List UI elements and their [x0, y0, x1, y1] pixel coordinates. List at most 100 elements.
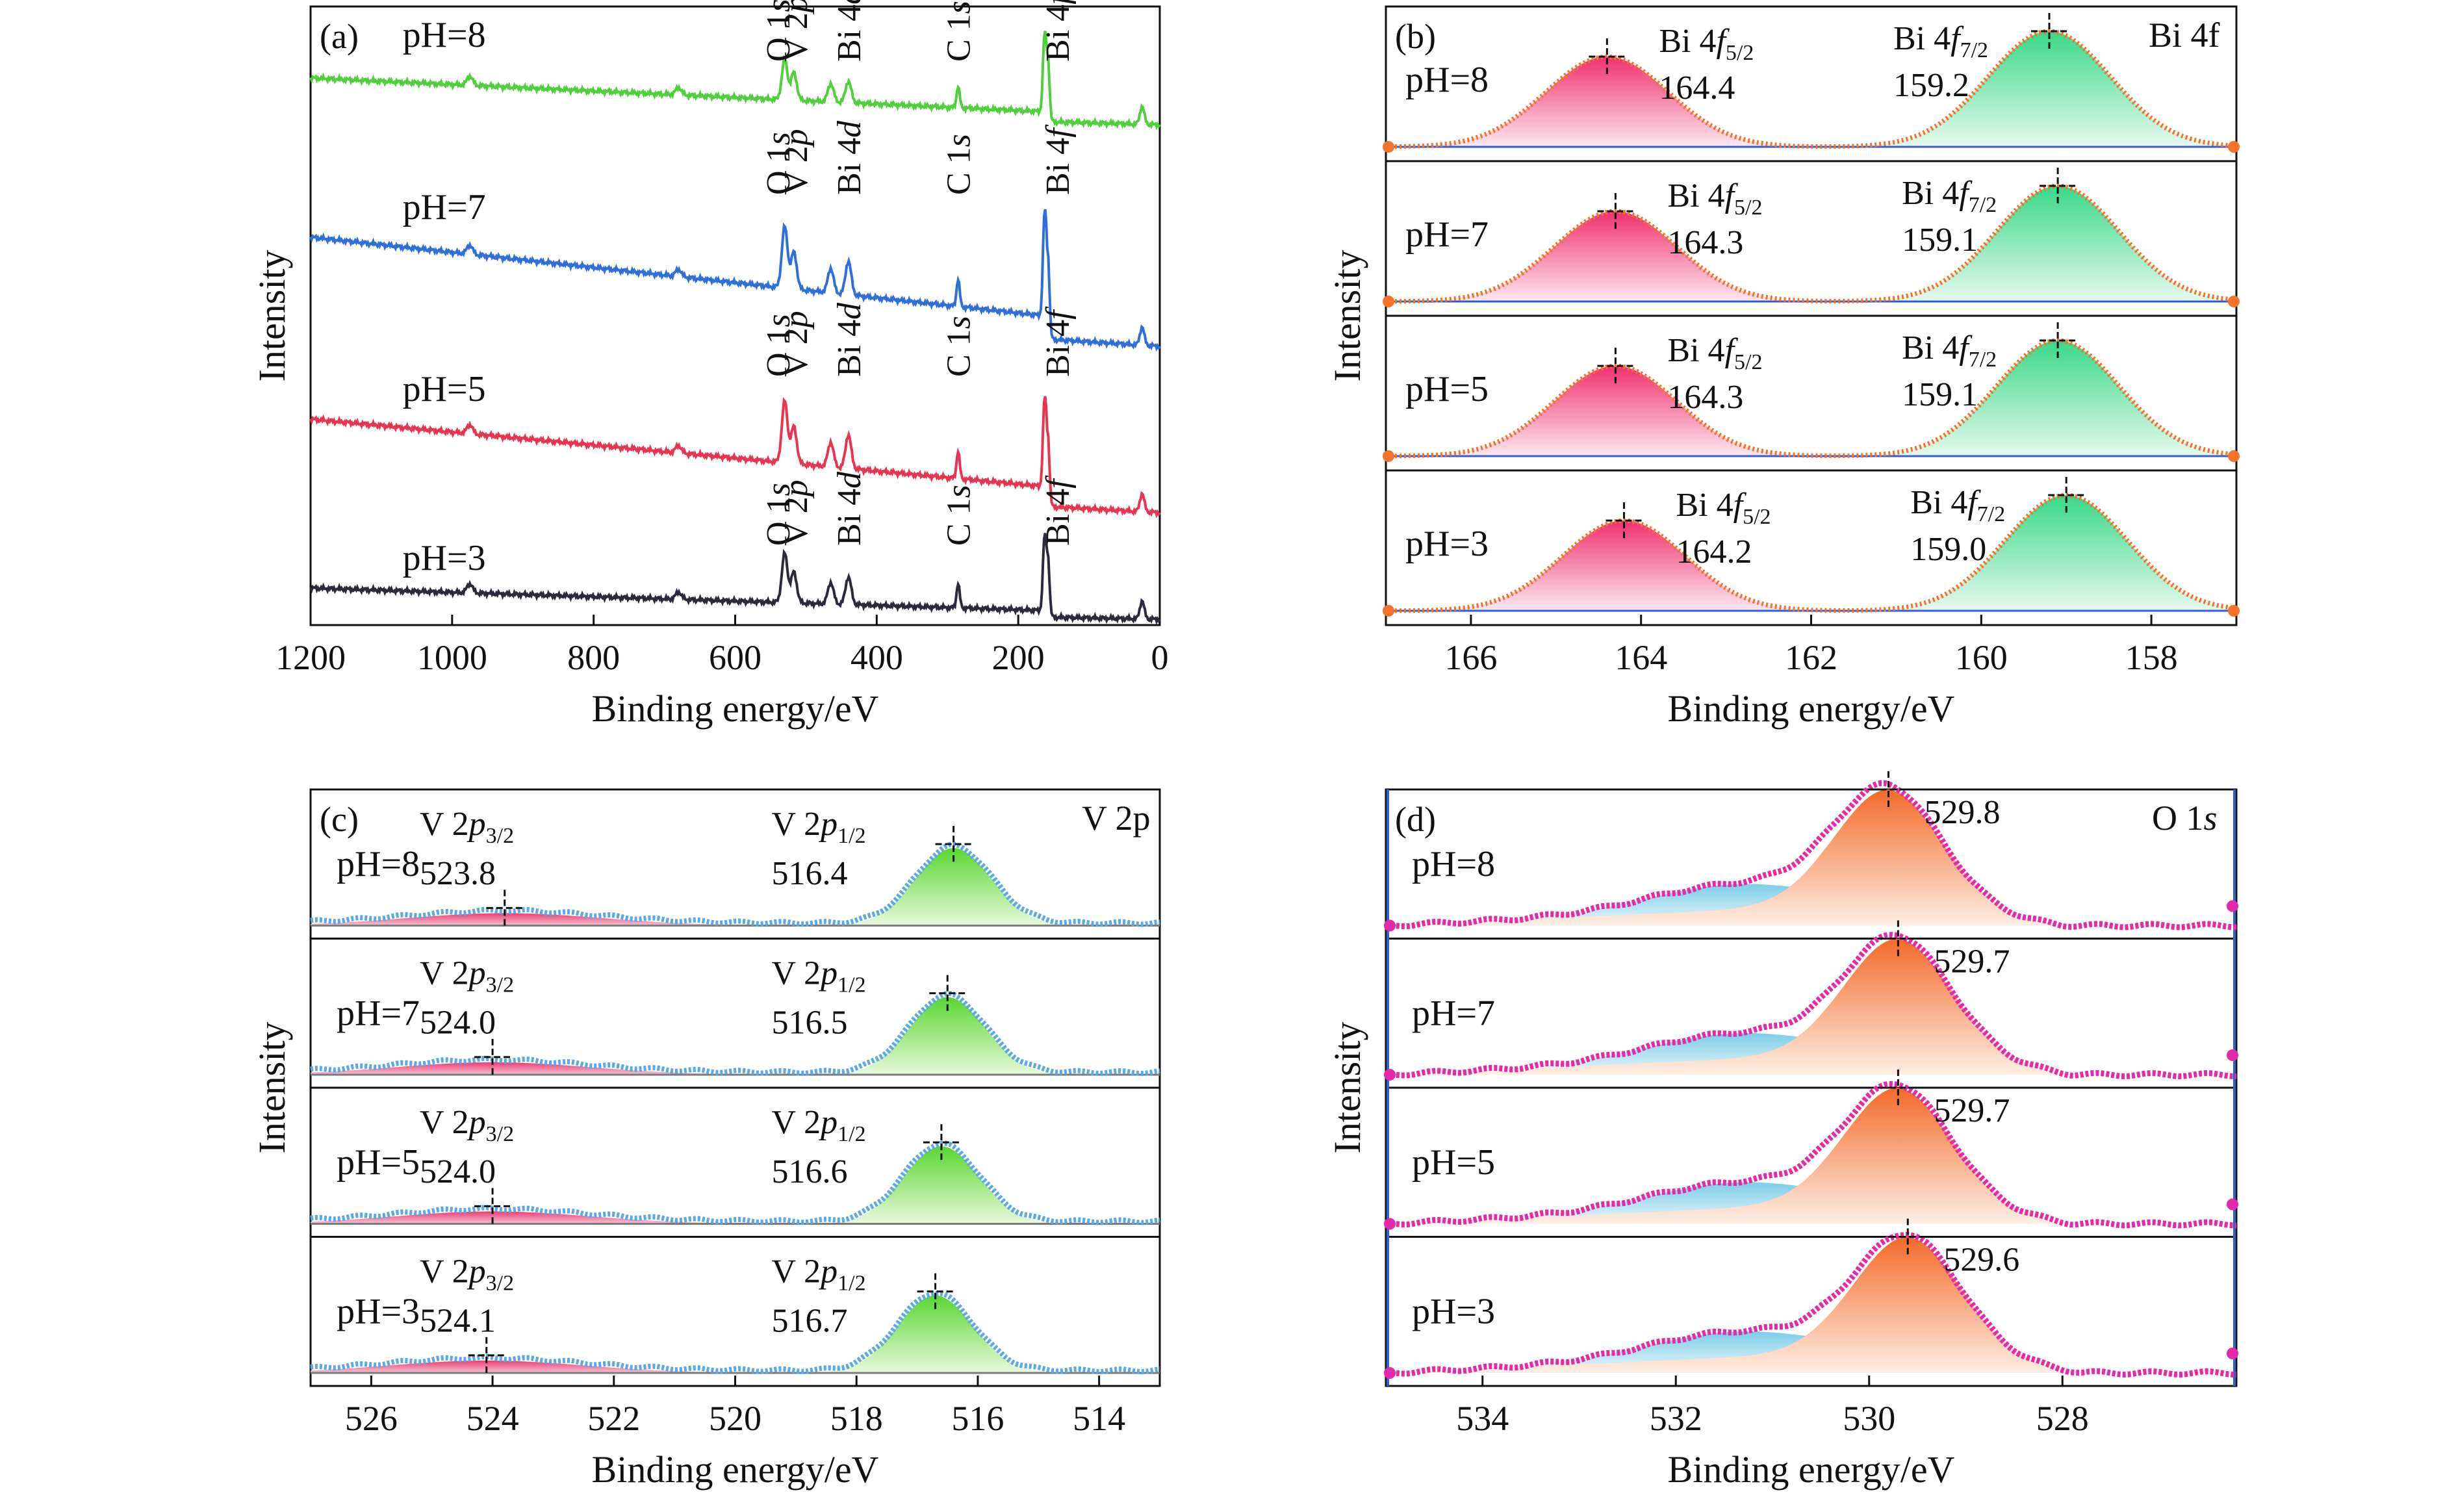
panel-b-peak-value: 164.2: [1676, 533, 1752, 570]
panel-c-peak-fill: [311, 1360, 1160, 1373]
panel-b-envelope: [1385, 338, 2237, 459]
panel-d-edge-point: [2227, 1049, 2238, 1061]
panel-d-x-tick-label: 530: [1843, 1399, 1895, 1438]
panel-b-peak-fill: [1386, 31, 2236, 147]
panel-d-edge-point: [1384, 1367, 1396, 1379]
panel-c-peak-name: V 2p3/2: [420, 806, 514, 848]
panel-c-peak-fill: [311, 997, 1160, 1075]
panel-d-panel-label: (d): [1395, 800, 1436, 839]
panel-a-peak-label: C 1s: [941, 1, 978, 62]
panel-c-series-label: pH=8: [337, 844, 420, 884]
panel-a-peak-label: Bi 4f: [1040, 124, 1077, 195]
panel-b-peak-value: 164.4: [1659, 70, 1735, 107]
panel-b-x-tick-label: 158: [2125, 638, 2178, 677]
panel-a-peak-label: O 1s: [760, 314, 797, 377]
panel-b-bi4f-spectra: 166 164 162 160 158 Binding energy/eV Intensit…: [1326, 5, 2240, 730]
panel-c-peak-value: 524.0: [420, 1005, 496, 1042]
panel-a-peak-label: Bi 4d: [831, 120, 868, 195]
panel-a-x-tick-label: 1000: [417, 638, 487, 677]
panel-d-peak-fill: [1386, 789, 2236, 926]
panel-c-series-label: pH=5: [337, 1142, 420, 1183]
panel-a-peak-label: O 1s: [760, 483, 797, 546]
panel-b-peak-name: Bi 4f5/2: [1667, 177, 1762, 220]
panel-d-o1s-spectra: 534 532 530 528 Binding energy/eV Intensity (d…: [1326, 771, 2238, 1491]
panel-b-peak-name: Bi 4f7/2: [1910, 484, 2005, 526]
panel-a-x-axis-label: Binding energy/eV: [592, 687, 879, 730]
panel-a-x-tick-label: 0: [1151, 638, 1169, 677]
panel-d-envelope: [1385, 1081, 2237, 1229]
panel-c-peak-value: 516.5: [772, 1005, 848, 1042]
panel-b-peak-value: 159.0: [1910, 531, 1986, 568]
panel-c-peak-fill: [311, 1211, 1160, 1224]
panel-c-peak-name: V 2p3/2: [420, 955, 514, 997]
panel-b-peak-fill: [1386, 520, 2236, 611]
panel-d-series-label: pH=8: [1412, 844, 1495, 884]
panel-d-title: O 1s: [2152, 799, 2218, 838]
panel-c-peak-name: V 2p1/2: [772, 955, 866, 997]
panel-c-peak-value: 516.6: [772, 1153, 848, 1190]
panel-b-envelope: [1385, 183, 2237, 304]
panel-c-peak-fill: [311, 1146, 1160, 1224]
panel-a-y-axis-label: Intensity: [251, 250, 293, 382]
panel-d-x-axis-label: Binding energy/eV: [1668, 1448, 1955, 1491]
panel-b-peak-fill: [1386, 186, 2236, 301]
panel-d-series-label: pH=5: [1412, 1142, 1495, 1183]
panel-d-edge-point: [2227, 900, 2238, 912]
panel-b-peak-value: 159.1: [1902, 222, 1978, 259]
panel-b-edge-point: [1383, 605, 1394, 617]
panel-b-peak-value: 164.3: [1667, 224, 1743, 261]
panel-a-x-tick-label: 1200: [275, 638, 346, 677]
panel-c-peak-name: V 2p1/2: [772, 1104, 866, 1146]
panel-b-x-tick-label: 160: [1955, 638, 2008, 677]
panel-d-x-tick-label: 532: [1650, 1399, 1702, 1438]
panel-d-envelope: [1385, 780, 2237, 930]
panel-a-peak-label: Bi 4f: [1040, 0, 1077, 62]
panel-c-panel-label: (c): [320, 800, 359, 839]
panel-d-peak-value: 529.6: [1943, 1242, 2019, 1279]
panel-a-peak-label: Bi 4f: [1040, 475, 1077, 546]
panel-b-peak-value: 159.2: [1893, 67, 1969, 104]
panel-d-peak-fill: [1386, 1237, 2236, 1373]
panel-b-peak-fill: [1386, 340, 2236, 456]
panel-d-peak-value: 529.7: [1934, 1092, 2010, 1129]
panel-d-edge-point: [1384, 1218, 1396, 1230]
panel-d-edge-point: [2227, 1198, 2238, 1211]
panel-c-series-label: pH=7: [337, 993, 420, 1034]
panel-c-x-tick-label: 526: [345, 1399, 398, 1438]
panel-a-peak-label: O 1s: [760, 0, 797, 62]
panel-c-peak-name: V 2p1/2: [772, 806, 866, 848]
panel-b-x-tick-label: 164: [1615, 638, 1667, 677]
panel-c-x-axis-label: Binding energy/eV: [592, 1448, 879, 1491]
panel-b-peak-name: Bi 4f7/2: [1902, 329, 1997, 372]
panel-b-peak-value: 164.3: [1667, 379, 1743, 416]
panel-a-series-label: pH=3: [403, 538, 486, 578]
panel-a-series-label: pH=8: [403, 15, 486, 55]
panel-b-series-label: pH=3: [1405, 524, 1489, 564]
panel-d-x-tick-label: 534: [1456, 1399, 1509, 1438]
panel-a-peak-label: C 1s: [941, 485, 978, 546]
panel-c-x-tick-label: 516: [951, 1399, 1004, 1438]
panel-a-series-line: [309, 396, 1161, 519]
panel-b-peak-fill: [1386, 366, 2236, 456]
panel-c-envelope: [310, 1140, 1160, 1225]
panel-a-peak-label: Bi 4d: [831, 0, 868, 62]
panel-c-peak-fill: [311, 913, 1160, 926]
panel-d-edge-point: [1384, 1069, 1396, 1081]
panel-b-series-label: pH=8: [1405, 60, 1489, 100]
panel-b-peak-fill: [1386, 495, 2236, 611]
panel-d-series-label: pH=7: [1412, 993, 1495, 1034]
panel-b-edge-point: [2228, 450, 2240, 462]
panel-a-x-tick-label: 400: [851, 638, 903, 677]
panel-a-peak-label: Bi 4d: [831, 302, 868, 377]
panel-d-peak-value: 529.8: [1925, 794, 2001, 831]
panel-d-y-axis-label: Intensity: [1326, 1022, 1368, 1154]
panel-b-x-axis-label: Binding energy/eV: [1668, 687, 1955, 730]
panel-a-peak-label: Bi 4d: [831, 471, 868, 546]
panel-d-series-label: pH=3: [1412, 1292, 1495, 1332]
panel-c-v2p-spectra: 526 524 522 520 518 516 514 Binding energy/eV In…: [251, 788, 1161, 1491]
panel-a-peak-label: V 2p: [778, 311, 815, 377]
panel-c-peak-name: V 2p3/2: [420, 1104, 514, 1146]
panel-b-peak-fill: [1386, 211, 2236, 301]
panel-b-panel-label: (b): [1395, 17, 1436, 56]
panel-c-envelope: [310, 990, 1160, 1077]
